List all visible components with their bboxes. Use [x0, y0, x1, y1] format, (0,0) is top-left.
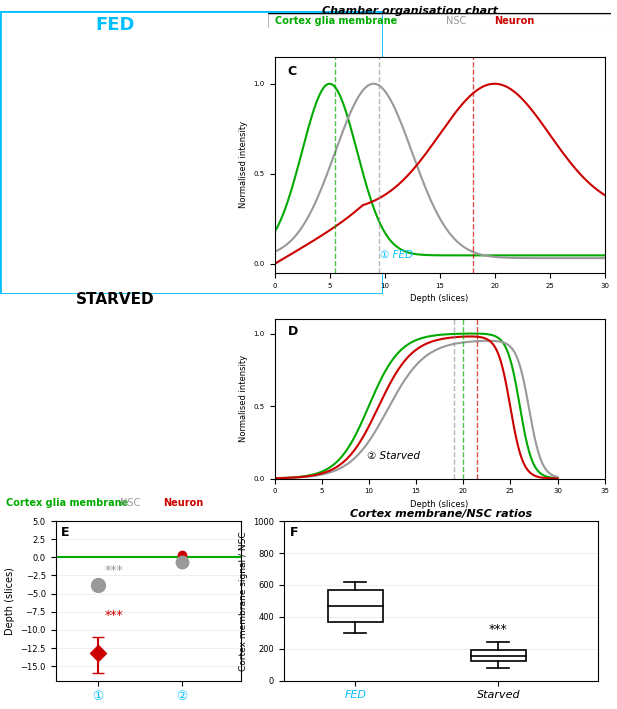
Text: ALH 72: ALH 72 — [12, 473, 43, 482]
Y-axis label: Normalised intensity: Normalised intensity — [239, 355, 248, 442]
Text: FED: FED — [95, 16, 135, 34]
Text: Neuron: Neuron — [494, 16, 535, 26]
Title: Cortex membrane/NSC ratios: Cortex membrane/NSC ratios — [350, 509, 532, 519]
Text: B: B — [12, 321, 23, 335]
Bar — [471, 649, 526, 661]
Text: ① FED: ① FED — [380, 250, 413, 259]
Text: F: F — [290, 526, 299, 539]
Text: B': B' — [144, 321, 160, 335]
Text: Cortex glia membrane: Cortex glia membrane — [6, 498, 128, 508]
Text: Neuron: Neuron — [164, 498, 204, 508]
X-axis label: Depth (slices): Depth (slices) — [410, 500, 469, 509]
Text: A': A' — [144, 52, 160, 65]
Y-axis label: Depth (slices): Depth (slices) — [5, 567, 15, 635]
Text: ② Starved: ② Starved — [367, 452, 420, 462]
Text: C: C — [288, 65, 297, 79]
Text: NSC: NSC — [447, 16, 466, 26]
Text: Chamber organisation chart: Chamber organisation chart — [322, 6, 499, 16]
Text: Cortex glia membrane: Cortex glia membrane — [275, 16, 397, 26]
Text: ***: *** — [104, 564, 123, 577]
Text: A: A — [12, 52, 23, 65]
Text: E: E — [61, 526, 70, 539]
Text: NSC: NSC — [120, 498, 141, 508]
Text: ***: *** — [489, 623, 508, 636]
Bar — [328, 590, 383, 622]
Text: ALH 72: ALH 72 — [12, 267, 43, 276]
Text: D: D — [288, 325, 298, 338]
X-axis label: Depth (slices): Depth (slices) — [410, 294, 469, 303]
Text: STARVED: STARVED — [75, 292, 154, 307]
Y-axis label: Normalised intensity: Normalised intensity — [239, 121, 248, 208]
Text: ***: *** — [104, 609, 123, 622]
Y-axis label: Cortex membrane signal / NSC: Cortex membrane signal / NSC — [239, 531, 247, 671]
